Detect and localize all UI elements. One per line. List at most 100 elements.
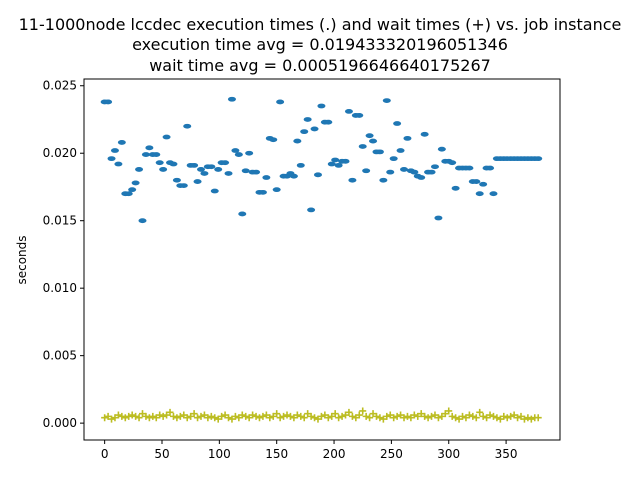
execution-time-point bbox=[193, 179, 202, 184]
execution-time-point bbox=[348, 177, 357, 183]
wait-time-point bbox=[218, 412, 226, 420]
wait-time-point bbox=[311, 414, 319, 422]
x-tick-label: 300 bbox=[437, 447, 460, 461]
wait-time-point bbox=[176, 412, 184, 420]
wait-time-point bbox=[197, 412, 205, 420]
wait-time-point bbox=[293, 411, 301, 419]
execution-time-point bbox=[430, 164, 439, 170]
wait-time-point bbox=[393, 412, 401, 420]
execution-time-point bbox=[107, 156, 116, 162]
wait-time-point bbox=[190, 410, 198, 418]
wait-time-point bbox=[403, 412, 411, 420]
execution-time-point bbox=[128, 187, 137, 193]
execution-time-point bbox=[221, 160, 230, 166]
execution-time-point bbox=[427, 169, 436, 175]
execution-time-point bbox=[117, 140, 126, 145]
execution-time-point bbox=[403, 135, 412, 141]
y-tick-label: 0.010 bbox=[43, 281, 77, 295]
wait-time-point bbox=[348, 412, 356, 420]
chart-title-line-3: wait time avg = 0.0005196646640175267 bbox=[149, 56, 491, 75]
wait-time-point bbox=[520, 415, 528, 423]
wait-time-point bbox=[266, 414, 274, 422]
wait-time-point bbox=[307, 412, 315, 420]
execution-time-point bbox=[269, 137, 278, 143]
execution-time-point bbox=[179, 183, 188, 189]
wait-time-point bbox=[211, 414, 219, 422]
execution-time-point bbox=[465, 165, 474, 171]
execution-time-point bbox=[375, 149, 384, 155]
execution-time-point bbox=[437, 146, 446, 152]
wait-time-point bbox=[128, 411, 136, 419]
execution-time-point bbox=[114, 161, 123, 167]
x-tick-label: 200 bbox=[323, 447, 346, 461]
wait-time-point bbox=[252, 412, 260, 420]
wait-time-point bbox=[507, 412, 515, 420]
execution-time-point bbox=[159, 167, 168, 172]
execution-time-point bbox=[313, 172, 322, 178]
execution-time-point bbox=[317, 103, 326, 109]
plot-area: 0 50 100 150 200 250 300 350 0.000 0.005 0.010 0.01… bbox=[43, 79, 543, 461]
x-tick-label: 0 bbox=[101, 447, 109, 461]
execution-time-point bbox=[334, 162, 343, 168]
execution-time-point bbox=[300, 129, 309, 135]
wait-time-point bbox=[366, 414, 374, 422]
wait-time-point bbox=[359, 407, 367, 415]
execution-time-point bbox=[152, 152, 161, 157]
execution-time-point bbox=[389, 156, 398, 162]
execution-time-point bbox=[293, 138, 302, 144]
wait-time-point bbox=[297, 412, 305, 420]
execution-time-point bbox=[448, 160, 457, 166]
execution-time-point bbox=[324, 119, 333, 125]
execution-time-point bbox=[534, 156, 543, 162]
wait-time-point bbox=[479, 412, 487, 420]
wait-time-point bbox=[142, 412, 150, 420]
wait-time-point bbox=[493, 414, 501, 422]
execution-time-point bbox=[307, 207, 316, 213]
execution-time-point bbox=[410, 169, 419, 175]
execution-time-point bbox=[303, 117, 312, 122]
chart-title-line-1: 11-1000node lccdec execution times (.) a… bbox=[19, 15, 622, 34]
wait-time-point bbox=[410, 411, 418, 419]
execution-time-point bbox=[131, 180, 140, 186]
wait-time-point bbox=[383, 412, 391, 420]
execution-time-point bbox=[358, 144, 367, 149]
execution-time-point bbox=[310, 126, 319, 132]
x-tick-label: 50 bbox=[154, 447, 169, 461]
wait-time-point bbox=[424, 414, 432, 422]
y-tick-label: 0.020 bbox=[43, 146, 77, 160]
execution-time-point bbox=[331, 157, 340, 163]
wait-time-point bbox=[276, 414, 284, 422]
execution-time-point bbox=[382, 98, 391, 103]
wait-time-point bbox=[231, 412, 239, 420]
execution-time-point bbox=[296, 162, 305, 168]
wait-time-point bbox=[514, 414, 522, 422]
x-tick-label: 250 bbox=[380, 447, 403, 461]
execution-time-point bbox=[420, 131, 429, 137]
wait-time-point bbox=[390, 414, 398, 422]
wait-time-point bbox=[400, 414, 408, 422]
execution-time-point bbox=[434, 215, 443, 221]
execution-time-point bbox=[252, 169, 261, 175]
execution-time-point bbox=[379, 177, 388, 183]
wait-time-point bbox=[534, 414, 542, 422]
execution-time-point bbox=[417, 175, 426, 180]
execution-time-point bbox=[241, 168, 250, 174]
execution-time-point bbox=[472, 179, 481, 184]
wait-time-point bbox=[324, 414, 332, 422]
wait-time-point bbox=[204, 414, 212, 422]
wait-time-point bbox=[169, 412, 177, 420]
execution-time-point bbox=[124, 191, 133, 197]
wait-time-point bbox=[331, 410, 339, 418]
execution-time-point bbox=[479, 181, 488, 187]
y-axis-label: seconds bbox=[15, 235, 29, 284]
execution-time-point bbox=[475, 191, 484, 197]
wait-time-point bbox=[472, 414, 480, 422]
wait-time-point bbox=[465, 411, 473, 419]
wait-time-point bbox=[362, 412, 370, 420]
wait-time-point bbox=[345, 408, 353, 416]
execution-time-point bbox=[145, 145, 154, 151]
execution-time-point bbox=[200, 171, 209, 176]
wait-time-point bbox=[273, 410, 281, 418]
wait-time-point bbox=[486, 411, 494, 419]
